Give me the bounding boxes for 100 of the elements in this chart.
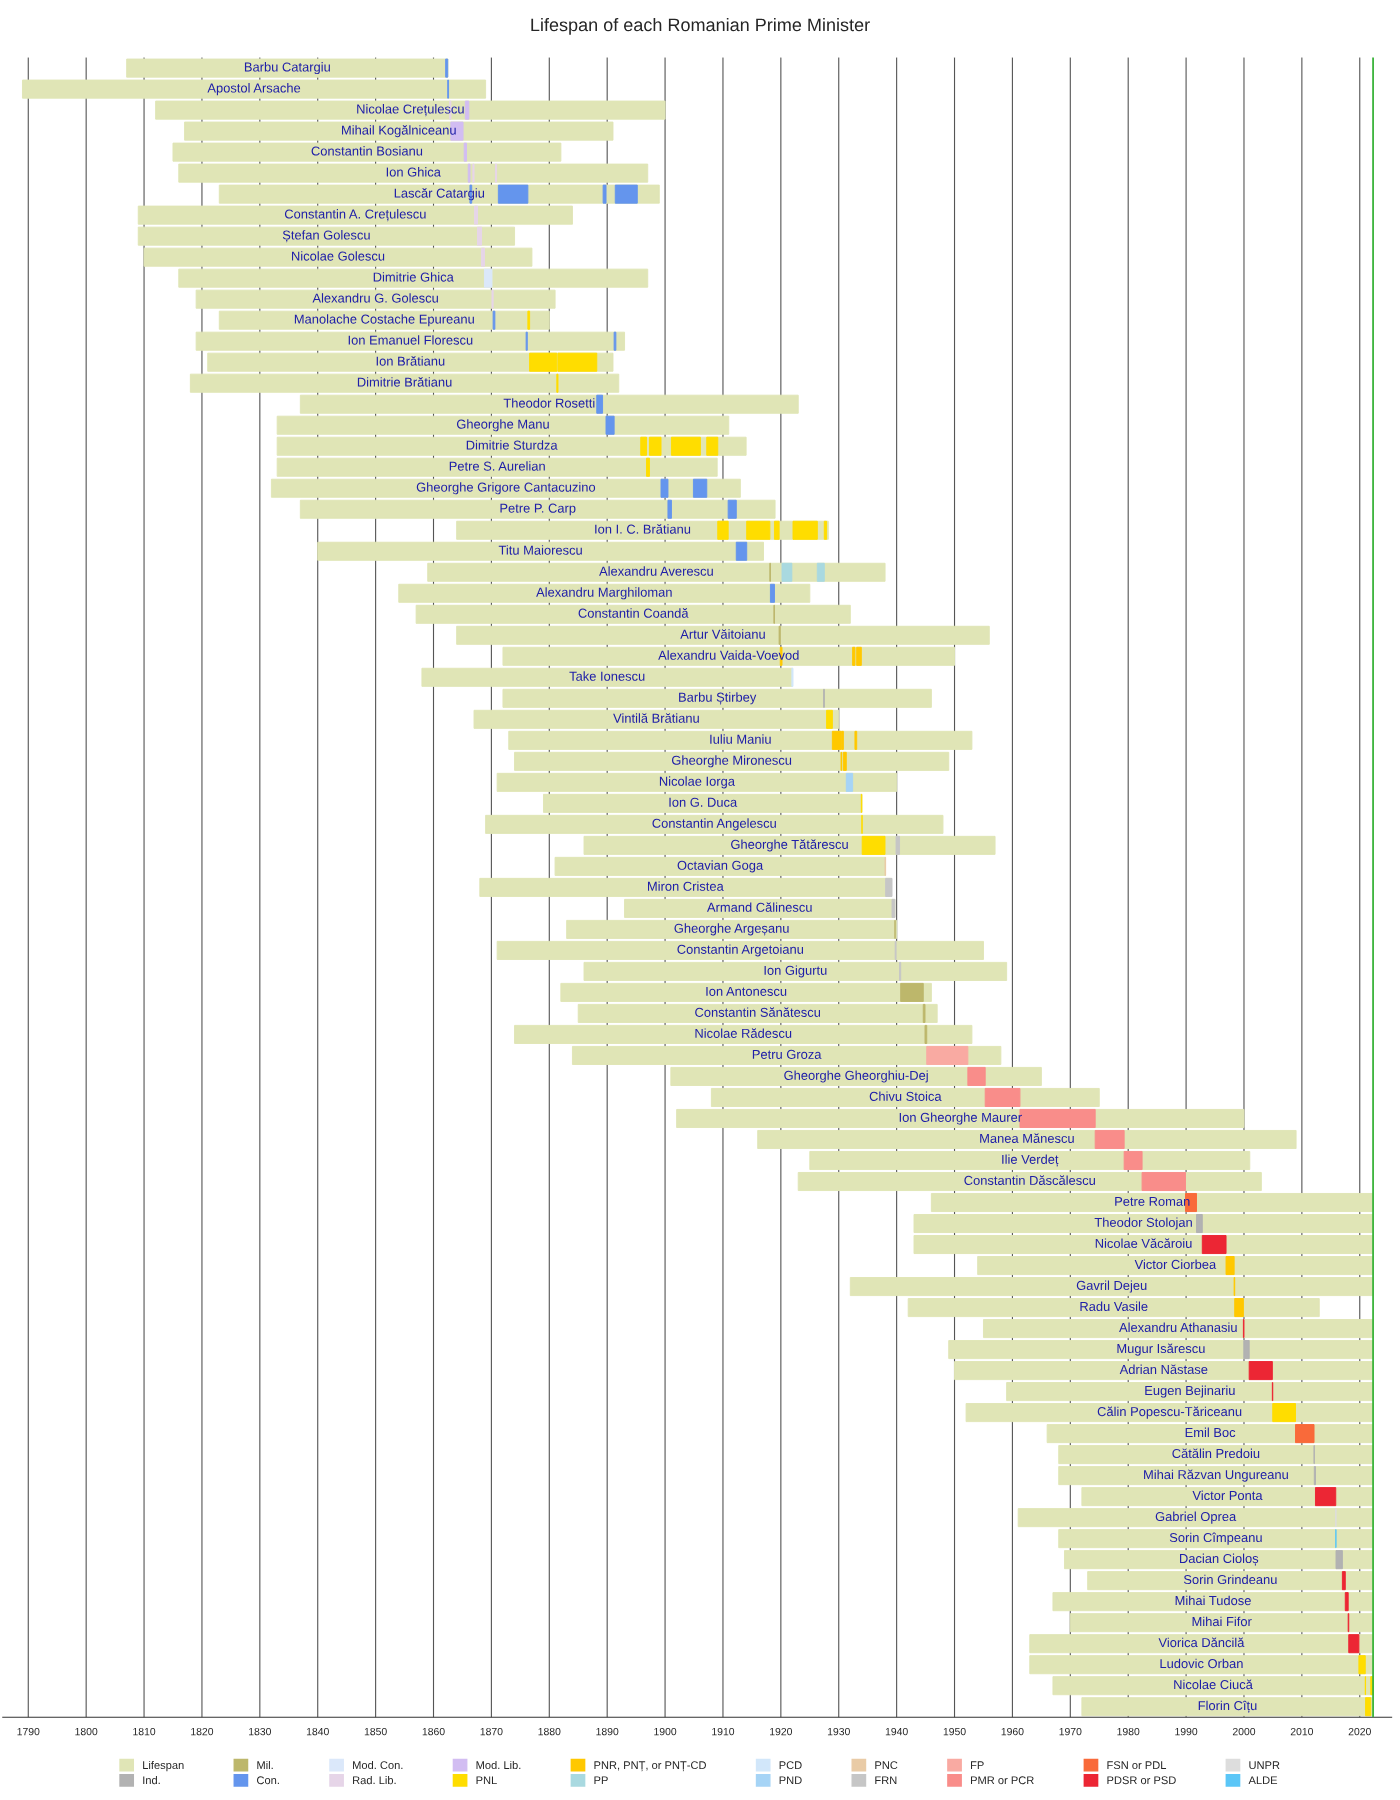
bar — [464, 100, 470, 120]
y-tick-label: Ion Emanuel Florescu — [348, 335, 473, 345]
bar — [1058, 1529, 1374, 1549]
x-tick-label: 1880 — [538, 1727, 561, 1736]
y-tick-label: Nicolae Văcăroiu — [1095, 1238, 1192, 1248]
bar — [299, 394, 799, 414]
x-tick-label: 1860 — [422, 1727, 445, 1736]
bar — [560, 982, 932, 1002]
bar — [706, 436, 719, 456]
legend-label: UNPR — [1249, 1761, 1280, 1770]
bar — [1344, 1592, 1349, 1612]
bar — [926, 1045, 969, 1065]
y-tick-label: Gheorghe Manu — [456, 419, 549, 432]
y-tick-label: Petru Groza — [752, 1049, 822, 1059]
bar — [1335, 1550, 1343, 1570]
bar — [845, 772, 854, 792]
legend-label: Ind. — [143, 1775, 160, 1785]
bar — [727, 499, 737, 519]
y-tick-label: Gheorghe Tătărescu — [731, 839, 848, 852]
x-tick-label: 1820 — [191, 1727, 214, 1736]
bar — [195, 331, 626, 351]
bar — [648, 436, 662, 456]
y-tick-label: Ilie Verdeț — [1002, 1154, 1059, 1167]
legend-label: Mil. — [257, 1760, 273, 1769]
bar — [1052, 1592, 1374, 1612]
y-tick-label: Mihai Tudose — [1175, 1595, 1251, 1606]
bar — [496, 940, 984, 960]
bar — [1358, 1655, 1366, 1675]
bar — [614, 184, 638, 204]
x-tick-label: 1810 — [133, 1727, 156, 1736]
bar — [502, 646, 956, 666]
bar — [1069, 1613, 1374, 1633]
legend-label: PMR or PCR — [971, 1776, 1034, 1785]
y-tick-label: Constantin Coandă — [578, 608, 689, 618]
x-tick-label: 1950 — [943, 1727, 966, 1736]
x-tick-label: 2020 — [1348, 1727, 1371, 1736]
y-tick-label: Miron Cristea — [647, 881, 724, 891]
y-tick-label: Ion I. C. Brătianu — [595, 524, 691, 534]
bar — [1341, 1571, 1346, 1591]
x-tick-label: 1870 — [480, 1727, 503, 1736]
y-tick-label: Artur Văitoianu — [680, 629, 765, 639]
x-tick-label: 1790 — [17, 1727, 40, 1736]
y-tick-label: Ion G. Duca — [669, 797, 738, 807]
x-tick-label: 1840 — [306, 1727, 329, 1736]
bar — [982, 1319, 1374, 1339]
y-tick-label: Alexandru Marghiloman — [536, 587, 672, 600]
y-tick-label: Titu Maiorescu — [498, 545, 582, 555]
x-tick-label: 1930 — [827, 1727, 850, 1736]
bar — [977, 1256, 1374, 1276]
bar — [1196, 1214, 1203, 1234]
x-tick-label: 1920 — [770, 1727, 793, 1736]
y-tick-label: Chivu Stoica — [869, 1091, 942, 1101]
y-tick-label: Ștefan Golescu — [282, 230, 370, 243]
bar — [502, 688, 932, 708]
bar — [1058, 1466, 1374, 1486]
legend-label: PNL — [476, 1776, 497, 1785]
y-tick-label: Constantin Dăscălescu — [964, 1175, 1095, 1185]
bar — [1243, 1340, 1250, 1360]
bar — [473, 709, 840, 729]
bar — [1141, 1171, 1186, 1192]
y-tick-label: Radu Vasile — [1080, 1301, 1148, 1312]
y-tick-label: Nicolae Golescu — [292, 251, 385, 261]
x-tick-label: 1990 — [1175, 1727, 1198, 1736]
x-tick-label: 1890 — [596, 1727, 619, 1736]
bar — [667, 499, 672, 519]
bar — [421, 667, 793, 687]
bar — [717, 520, 729, 540]
bar — [781, 562, 793, 582]
bar — [861, 835, 886, 855]
y-tick-label: Victor Ciorbea — [1134, 1259, 1217, 1269]
y-tick-label: Mihai Fifor — [1192, 1616, 1252, 1627]
bar — [483, 268, 493, 288]
bar — [735, 541, 748, 561]
y-tick-label: Constantin Argetoianu — [677, 944, 804, 957]
bar — [602, 184, 607, 204]
bar — [415, 604, 851, 624]
y-tick-label: Mihail Kogălniceanu — [342, 125, 456, 138]
bar — [276, 457, 718, 477]
y-tick-label: Barbu Știrbey — [679, 692, 757, 705]
legend-label: PNR, PNȚ, or PNȚ-CD — [594, 1761, 706, 1772]
bar — [660, 478, 669, 498]
bar — [1064, 1550, 1374, 1570]
y-tick-label: Nicolae Ciucă — [1174, 1679, 1253, 1690]
y-tick-label: Alexandru Averescu — [599, 566, 713, 576]
bar — [583, 961, 1008, 981]
y-tick-label: Dimitrie Sturdza — [466, 440, 558, 450]
y-tick-label: Viorica Dăncilă — [1158, 1637, 1245, 1648]
y-tick-label: Gheorghe Argeșanu — [674, 923, 789, 936]
bar — [967, 1066, 986, 1086]
x-tick-label: 1970 — [1059, 1727, 1082, 1736]
bar — [1006, 1382, 1374, 1402]
chart-title: Lifespan of each Romanian Prime Minister — [531, 18, 870, 35]
y-tick-label: Constantin Angelescu — [652, 818, 776, 831]
bar — [276, 415, 730, 435]
legend-label: FP — [971, 1761, 984, 1769]
bar — [954, 1361, 1374, 1381]
x-tick-label: 2000 — [1232, 1727, 1256, 1736]
bar — [823, 520, 828, 540]
y-tick-label: Sorin Grindeanu — [1183, 1574, 1277, 1585]
x-tick-label: 1940 — [885, 1727, 908, 1736]
